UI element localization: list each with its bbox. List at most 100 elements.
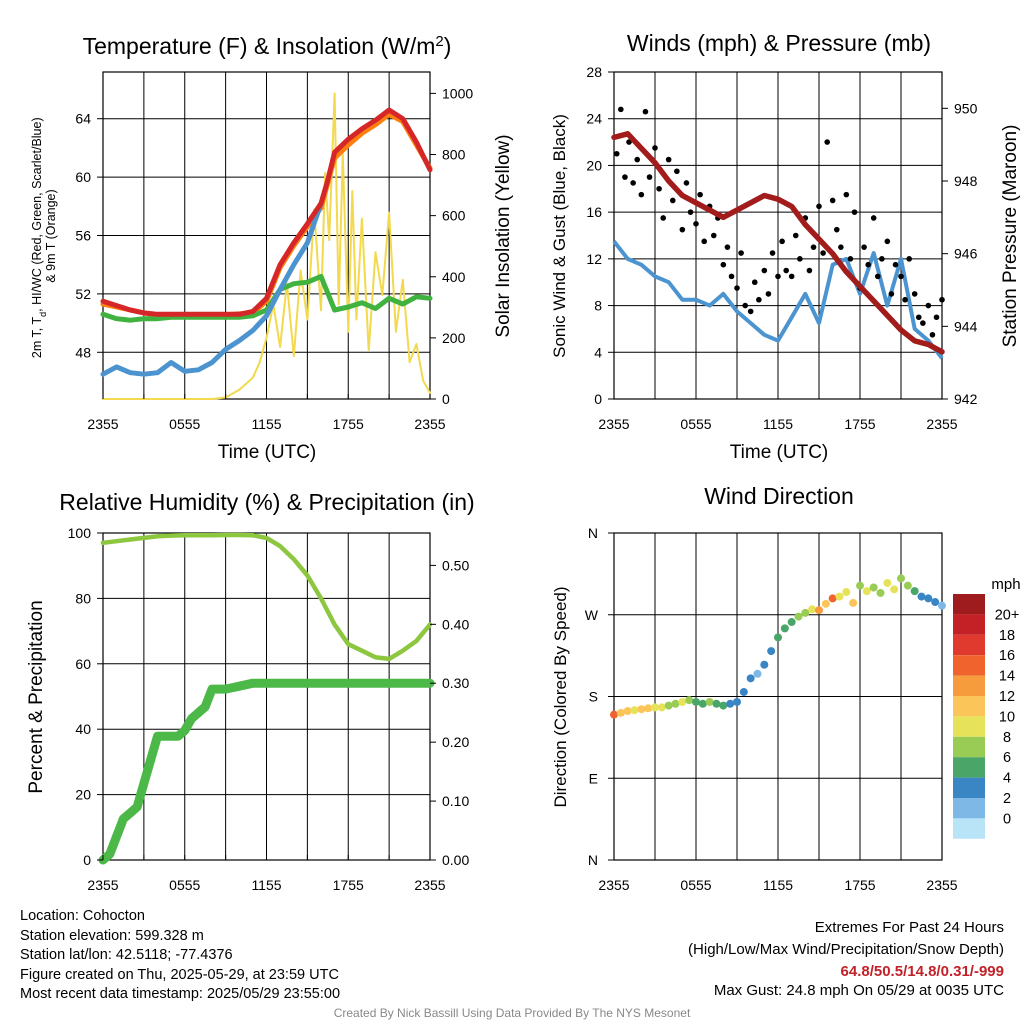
direction-tick-label: E: [589, 770, 598, 786]
direction-point: [739, 687, 748, 696]
series-line-3: [100, 200, 324, 377]
colorbar-swatch: [953, 716, 985, 737]
right-tick-label: 948: [954, 173, 978, 189]
winds-panel: Winds (mph) & Pressure (mb) 0 4 8 12 16 20 24 2…: [550, 30, 1021, 463]
direction-point: [610, 710, 618, 719]
gust-point: [775, 273, 781, 280]
direction-point: [897, 574, 905, 583]
direction-point: [917, 592, 926, 601]
right-tick-label: 0.50: [442, 557, 469, 573]
gust-point: [810, 244, 817, 250]
direction-point: [787, 618, 796, 627]
time-tick-label: 1755: [333, 877, 364, 893]
direction-tick-label: S: [589, 689, 598, 705]
colorbar-label: 4: [1003, 771, 1011, 787]
right-tick-label: 200: [442, 330, 466, 346]
right-tick-label: 0.20: [442, 734, 469, 750]
colorbar-label: 6: [1003, 750, 1011, 766]
time-tick-label: 2355: [598, 877, 629, 893]
direction-point: [774, 633, 782, 642]
gust-point: [674, 168, 680, 175]
colorbar-swatch: [953, 818, 985, 839]
gust-point: [769, 250, 776, 256]
direction-tick-label: N: [588, 852, 598, 868]
colorbar-label: 10: [999, 709, 1015, 725]
left-tick-label: 8: [594, 298, 602, 314]
gust-point: [816, 203, 822, 210]
temperature-left-ticks: 48 52 56 60 64: [75, 111, 103, 360]
left-tick-label: 80: [75, 590, 91, 606]
direction-point: [910, 587, 919, 596]
humidity-left-ylabel: Percent & Precipitation: [26, 600, 47, 793]
direction-point: [733, 697, 741, 706]
gust-point: [634, 156, 641, 163]
extremes-info: Extremes For Past 24 Hours (High/Low/Max…: [688, 917, 1004, 1002]
humidity-series: [98, 532, 435, 865]
gust-point: [788, 273, 795, 280]
gust-point: [888, 291, 895, 297]
gust-point: [902, 296, 908, 303]
direction-grid: [614, 533, 942, 860]
pressure-right-ylabel: Station Pressure (Maroon): [1000, 125, 1021, 348]
precip-line: [98, 678, 435, 865]
gust-point: [642, 108, 649, 115]
direction-point: [801, 608, 810, 617]
time-tick-label: 0555: [169, 416, 200, 432]
time-tick-label: 2355: [87, 877, 118, 893]
gust-point: [847, 256, 854, 262]
station-latlon: Station lat/lon: 42.5118; -77.4376: [20, 947, 233, 963]
gust-point: [683, 180, 690, 186]
gust-point: [613, 150, 620, 157]
direction-point: [746, 674, 755, 683]
time-tick-label: 2355: [414, 877, 445, 893]
left-tick-label: 24: [586, 111, 602, 127]
direction-title: Wind Direction: [704, 483, 854, 509]
pressure-right-ticks: 942 944 946 948 950: [942, 100, 978, 407]
gust-point: [751, 279, 758, 286]
gust-point: [929, 331, 936, 338]
right-tick-label: 0.30: [442, 675, 469, 691]
time-tick-label: 2355: [926, 877, 957, 893]
insolation-right-ylabel: Solar Insolation (Yellow): [493, 134, 514, 337]
gust-point: [865, 261, 871, 268]
gust-point: [870, 215, 877, 221]
right-tick-label: 950: [954, 100, 978, 116]
left-tick-label: 60: [75, 656, 91, 672]
direction-left-ylabel: Direction (Colored By Speed): [551, 586, 570, 807]
humidity-grid: [103, 533, 430, 860]
direction-point: [726, 699, 735, 708]
right-tick-label: 944: [954, 318, 978, 334]
gust-point: [879, 256, 885, 262]
colorbar-swatch: [953, 736, 985, 758]
direction-tick-label: N: [588, 525, 598, 541]
series-line-2: [100, 273, 433, 323]
time-tick-label: 0555: [680, 877, 711, 893]
left-tick-label: 20: [75, 787, 91, 803]
gust-point: [761, 267, 768, 274]
gust-point: [738, 250, 744, 256]
direction-point: [815, 606, 823, 615]
gust-point: [710, 232, 717, 239]
gust-point: [843, 191, 850, 198]
winds-grid: [614, 72, 942, 399]
gust-point: [861, 244, 867, 250]
gust-point: [851, 209, 858, 215]
gust-point: [646, 174, 653, 180]
insolation-right-ticks: 0 200 400 600 800 1000: [430, 85, 473, 407]
left-tick-label: 20: [586, 157, 602, 173]
time-tick-label: 2355: [87, 416, 118, 432]
direction-point: [883, 578, 892, 587]
pressure-line: [611, 131, 945, 355]
direction-point: [651, 703, 659, 712]
gust-point: [779, 238, 785, 245]
winds-left-ticks: 0 4 8 12 16 20 24 28: [586, 64, 614, 407]
direction-point: [671, 699, 680, 708]
left-tick-label: 64: [75, 111, 91, 127]
humidity-line: [100, 532, 433, 662]
winds-title: Winds (mph) & Pressure (mb): [627, 30, 931, 56]
gust-point: [660, 215, 666, 221]
colorbar-label: 2: [1003, 791, 1011, 807]
direction-point: [780, 624, 789, 633]
station-elevation: Station elevation: 599.328 m: [20, 927, 204, 944]
left-tick-label: 0: [83, 852, 91, 868]
